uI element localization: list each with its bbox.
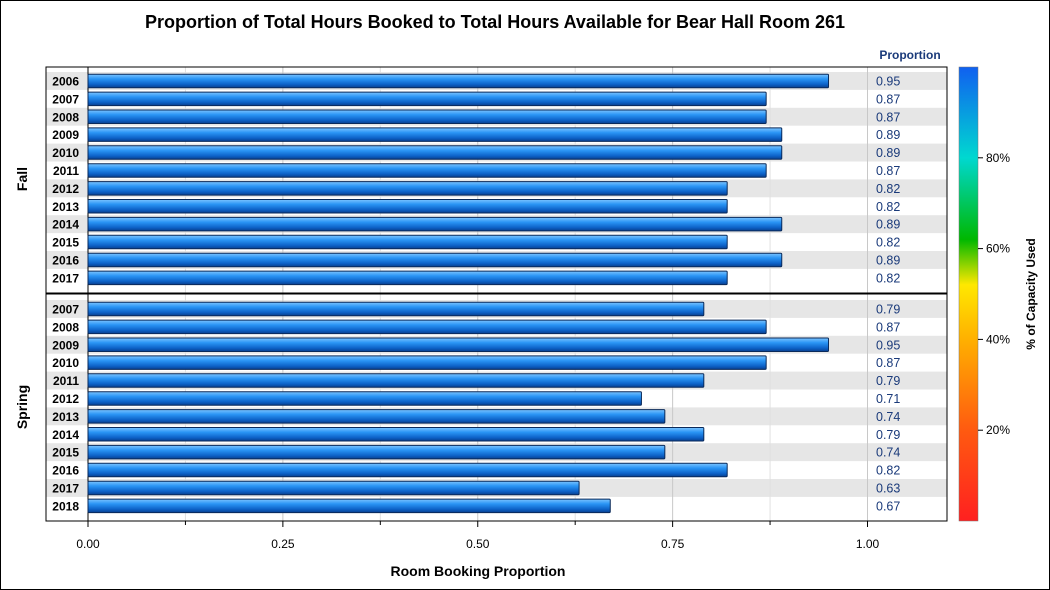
bar	[87, 109, 767, 124]
category-label: 2012	[52, 392, 79, 406]
bar	[87, 91, 767, 107]
value-label: 0.79	[876, 374, 900, 388]
category-label: 2007	[52, 302, 79, 316]
category-label: 2007	[52, 92, 79, 106]
category-label: 2008	[52, 320, 79, 334]
category-label: 2010	[52, 356, 79, 370]
value-label: 0.89	[876, 218, 900, 232]
bar	[87, 462, 728, 478]
bar	[87, 427, 705, 442]
value-label: 0.87	[876, 92, 900, 106]
bar	[87, 216, 783, 232]
value-label: 0.67	[876, 499, 900, 513]
colorbar-ticks: 20% 40% 60% 80%	[978, 151, 1010, 437]
colorbar	[958, 66, 979, 522]
panel-label-spring: Spring	[14, 385, 30, 429]
value-label: 0.63	[876, 481, 900, 495]
value-label: 0.74	[876, 410, 900, 424]
category-label: 2016	[52, 464, 79, 478]
value-label: 0.95	[876, 338, 900, 352]
value-label: 0.82	[876, 182, 900, 196]
category-label: 2013	[52, 200, 79, 214]
value-label: 0.79	[876, 302, 900, 316]
chart-title: Proportion of Total Hours Booked to Tota…	[145, 12, 845, 32]
category-label: 2014	[52, 218, 79, 232]
category-label: 2009	[52, 338, 79, 352]
bar	[87, 252, 783, 268]
category-label: 2008	[52, 110, 79, 124]
value-label: 0.87	[876, 164, 900, 178]
value-label: 0.87	[876, 110, 900, 124]
bar	[87, 409, 666, 424]
bar	[87, 145, 783, 160]
bar	[87, 373, 705, 388]
category-label: 2014	[52, 428, 79, 442]
value-label: 0.87	[876, 320, 900, 334]
category-label: 2011	[53, 164, 79, 178]
value-label: 0.87	[876, 356, 900, 370]
bar	[87, 355, 767, 370]
x-tick-label: 0.50	[466, 537, 490, 551]
value-label: 0.82	[876, 271, 900, 285]
x-tick-label: 1.00	[856, 537, 880, 551]
labels-layer: 2006 0.95 2007 0.87 2008 0.87 2009 0.89 2010 0.89…	[52, 74, 900, 513]
bar	[87, 73, 830, 89]
bar	[87, 270, 728, 286]
bar	[87, 127, 783, 142]
colorbar-tick-label: 20%	[986, 423, 1010, 437]
colorbar-label: % of Capacity Used	[1024, 238, 1038, 349]
value-column-header: Proportion	[879, 48, 940, 62]
x-tick-label: 0.25	[271, 537, 295, 551]
category-label: 2013	[52, 410, 79, 424]
bar	[87, 301, 705, 317]
value-label: 0.82	[876, 236, 900, 250]
category-label: 2015	[52, 236, 79, 250]
bar	[87, 337, 830, 352]
colorbar-tick-label: 80%	[986, 151, 1010, 165]
x-axis: 0.00 0.25 0.50 0.75 1.00	[76, 521, 880, 551]
value-label: 0.71	[876, 392, 900, 406]
x-axis-label: Room Booking Proportion	[391, 563, 566, 579]
category-label: 2010	[52, 146, 79, 160]
category-label: 2015	[52, 446, 79, 460]
category-label: 2017	[52, 271, 79, 285]
category-label: 2006	[52, 74, 79, 88]
x-tick-label: 0.00	[76, 537, 100, 551]
bars-layer	[87, 73, 830, 514]
value-label: 0.79	[876, 428, 900, 442]
x-tick-label: 0.75	[661, 537, 685, 551]
bar	[87, 480, 580, 496]
bar	[87, 234, 728, 250]
colorbar-tick-label: 40%	[986, 332, 1010, 346]
category-label: 2017	[52, 481, 79, 495]
value-label: 0.95	[876, 74, 900, 88]
bar	[87, 391, 642, 406]
value-label: 0.82	[876, 200, 900, 214]
bar	[87, 319, 767, 335]
panel-label-fall: Fall	[14, 167, 30, 191]
bar	[87, 444, 666, 460]
category-label: 2016	[52, 253, 79, 267]
bar	[87, 181, 728, 196]
category-label: 2018	[52, 499, 79, 513]
value-label: 0.89	[876, 253, 900, 267]
category-label: 2009	[52, 128, 79, 142]
colorbar-tick-label: 60%	[986, 242, 1010, 256]
category-label: 2011	[53, 374, 79, 388]
bar	[87, 163, 767, 178]
category-label: 2012	[52, 182, 79, 196]
value-label: 0.89	[876, 146, 900, 160]
value-label: 0.74	[876, 446, 900, 460]
value-label: 0.89	[876, 128, 900, 142]
value-label: 0.82	[876, 464, 900, 478]
bar	[87, 199, 728, 214]
bar	[87, 498, 611, 514]
